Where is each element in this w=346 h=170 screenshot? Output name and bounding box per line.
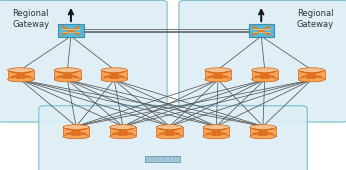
FancyBboxPatch shape — [252, 70, 278, 79]
FancyBboxPatch shape — [110, 127, 136, 136]
Ellipse shape — [203, 134, 229, 139]
FancyBboxPatch shape — [298, 70, 325, 79]
FancyBboxPatch shape — [205, 70, 231, 79]
Ellipse shape — [8, 68, 34, 72]
Ellipse shape — [101, 68, 127, 72]
Ellipse shape — [156, 134, 183, 139]
Text: Regional
Gateway: Regional Gateway — [297, 9, 334, 29]
Ellipse shape — [250, 125, 276, 130]
Ellipse shape — [205, 77, 231, 82]
Ellipse shape — [298, 77, 325, 82]
Ellipse shape — [250, 134, 276, 139]
Ellipse shape — [156, 125, 183, 130]
Ellipse shape — [252, 77, 278, 82]
Ellipse shape — [63, 134, 89, 139]
Ellipse shape — [203, 125, 229, 130]
FancyBboxPatch shape — [54, 70, 81, 79]
FancyBboxPatch shape — [248, 24, 274, 37]
Ellipse shape — [110, 134, 136, 139]
FancyBboxPatch shape — [63, 127, 89, 136]
FancyBboxPatch shape — [8, 70, 34, 79]
FancyBboxPatch shape — [179, 0, 346, 122]
Ellipse shape — [54, 77, 81, 82]
FancyBboxPatch shape — [203, 127, 229, 136]
FancyBboxPatch shape — [156, 127, 183, 136]
Ellipse shape — [205, 68, 231, 72]
Ellipse shape — [110, 125, 136, 130]
Ellipse shape — [8, 77, 34, 82]
FancyBboxPatch shape — [0, 0, 167, 122]
Ellipse shape — [101, 77, 127, 82]
Ellipse shape — [252, 68, 278, 72]
FancyBboxPatch shape — [58, 24, 84, 37]
Text: Regional
Gateway: Regional Gateway — [12, 9, 49, 29]
Ellipse shape — [63, 125, 89, 130]
FancyBboxPatch shape — [145, 156, 180, 162]
Ellipse shape — [298, 68, 325, 72]
FancyBboxPatch shape — [39, 106, 307, 170]
FancyBboxPatch shape — [250, 127, 276, 136]
Ellipse shape — [54, 68, 81, 72]
FancyBboxPatch shape — [101, 70, 127, 79]
